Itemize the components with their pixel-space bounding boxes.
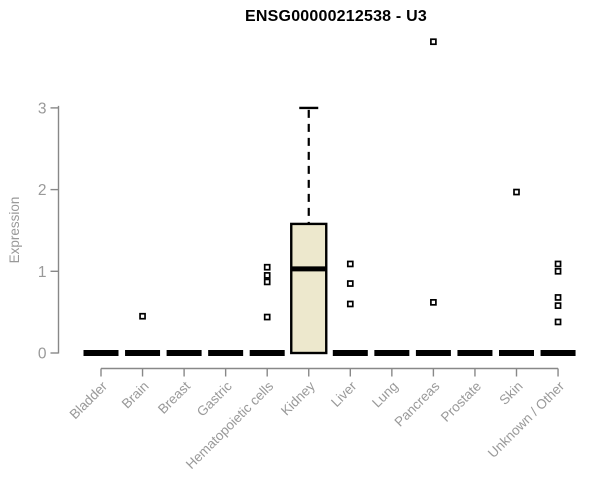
- outlier-point: [554, 294, 562, 301]
- box-bladder: [83, 350, 119, 356]
- collapsed-box: [208, 350, 244, 356]
- collapsed-box: [374, 350, 410, 356]
- outlier-point: [554, 260, 562, 268]
- box-liver: [332, 260, 368, 356]
- outlier-point: [346, 300, 354, 308]
- collapsed-box: [499, 350, 534, 356]
- y-tick-label: 0: [38, 346, 47, 363]
- box-hematopoietic-cells: [249, 263, 285, 356]
- x-tick-label-liver: Liver: [328, 378, 360, 410]
- x-tick-label-breast: Breast: [155, 378, 193, 416]
- outlier-point: [554, 318, 562, 326]
- collapsed-box: [125, 350, 161, 356]
- collapsed-box: [166, 350, 202, 356]
- x-tick-label-brain: Brain: [119, 379, 152, 412]
- collapsed-box: [249, 350, 285, 356]
- collapsed-box: [457, 350, 493, 356]
- outlier-point: [139, 312, 146, 320]
- outlier-point: [554, 267, 562, 275]
- outlier-point: [430, 298, 437, 306]
- collapsed-box: [332, 350, 368, 356]
- outlier-point: [263, 272, 271, 279]
- x-tick-label-unknown-other: Unknown / Other: [485, 378, 568, 461]
- collapsed-box: [540, 350, 576, 356]
- collapsed-box: [83, 350, 119, 356]
- box-brain: [125, 312, 161, 356]
- x-tick-label-prostate: Prostate: [438, 379, 484, 425]
- y-tick-label: 1: [38, 264, 47, 281]
- outlier-point: [346, 260, 354, 268]
- x-tick-label-lung: Lung: [369, 379, 401, 411]
- x-tick-label-kidney: Kidney: [278, 378, 318, 418]
- x-tick-label-pancreas: Pancreas: [392, 378, 443, 429]
- y-tick-label: 3: [38, 100, 47, 117]
- outlier-point: [263, 263, 271, 271]
- collapsed-box: [415, 350, 451, 356]
- outlier-point: [346, 280, 354, 287]
- y-tick-label: 2: [38, 182, 47, 199]
- box-lung: [374, 350, 410, 356]
- box-unknown-other: [540, 260, 576, 356]
- iqr-box: [290, 222, 328, 355]
- outlier-point: [263, 278, 271, 286]
- box-skin: [499, 188, 534, 356]
- box-prostate: [457, 350, 493, 356]
- box-breast: [166, 350, 202, 356]
- outlier-point: [554, 302, 562, 309]
- outlier-point: [513, 188, 520, 196]
- outlier-point: [263, 313, 271, 321]
- y-axis-label: Expression: [7, 196, 22, 264]
- x-tick-label-gastric: Gastric: [194, 378, 235, 419]
- x-tick-label-bladder: Bladder: [67, 378, 111, 422]
- box-kidney: [290, 106, 328, 355]
- box-pancreas: [415, 38, 451, 356]
- outlier-point: [430, 38, 437, 46]
- chart-title: ENSG00000212538 - U3: [245, 8, 427, 25]
- x-tick-label-skin: Skin: [496, 379, 525, 408]
- box-gastric: [208, 350, 244, 356]
